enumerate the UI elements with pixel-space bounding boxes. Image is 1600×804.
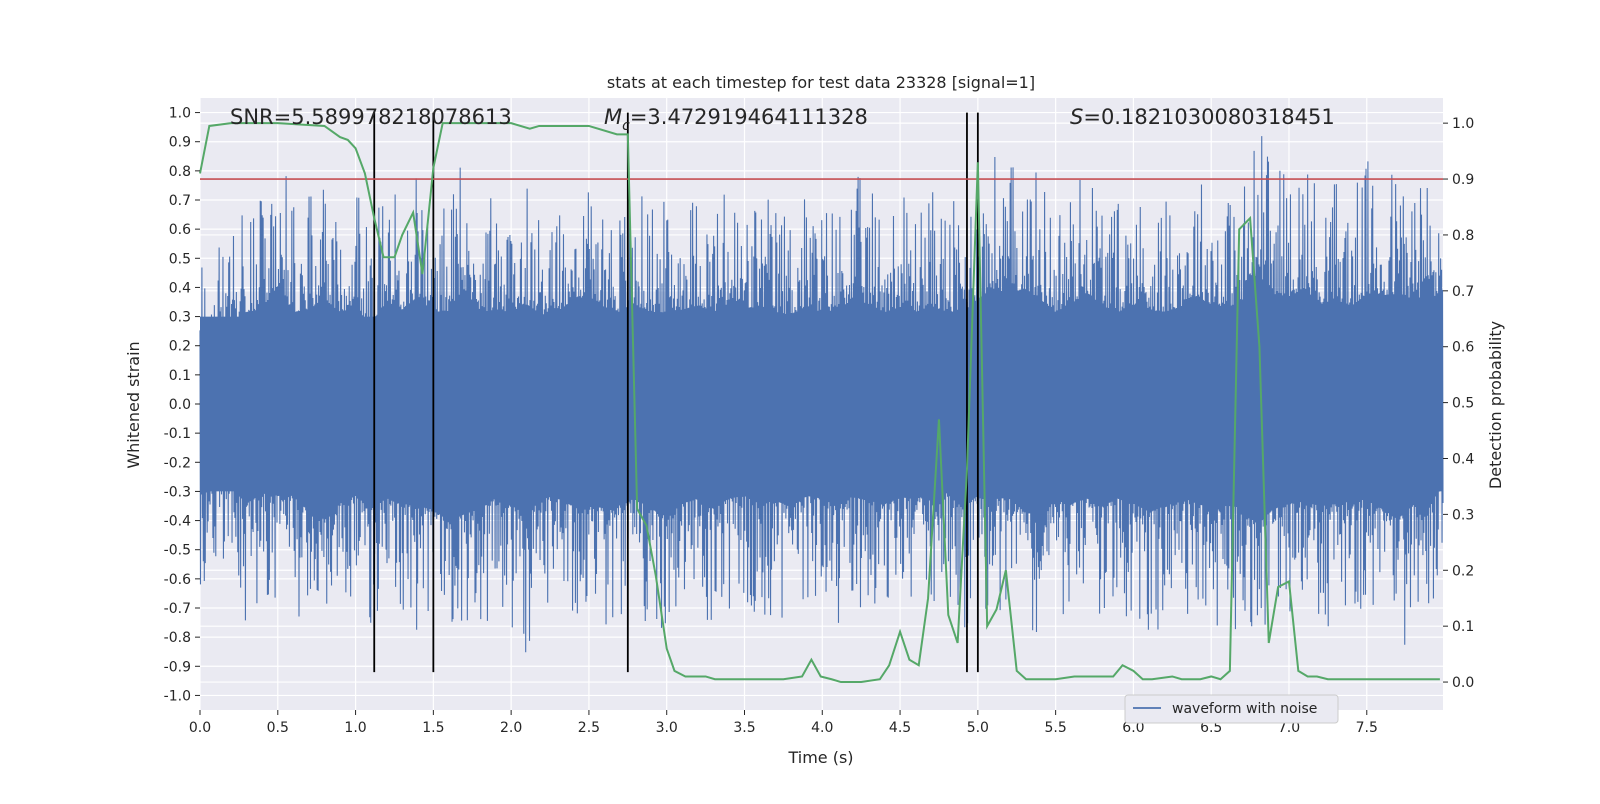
x-tick-label: 1.0 [344, 720, 366, 736]
y2-tick-label: 0.5 [1452, 396, 1474, 412]
y2-axis-label: Detection probability [1486, 321, 1505, 489]
chirp-mass-value: =3.472919464111328 [630, 105, 868, 129]
y2-tick-label: 0.2 [1452, 563, 1474, 579]
x-tick-label: 5.0 [967, 720, 989, 736]
x-tick-label: 0.5 [267, 720, 289, 736]
ticks-layer: 0.0 0.5 1.0 1.5 2.0 2.5 3.0 3.5 4.0 4.5 5.0 5.5 6.0 6… [164, 106, 1475, 736]
waveform-core-band [200, 316, 1443, 492]
x-tick-label: 4.5 [889, 720, 911, 736]
detection-probability-line [199, 122, 1440, 684]
chart-title: stats at each timestep for test data 233… [607, 73, 1035, 92]
y2-tick-label: 0.8 [1452, 228, 1474, 244]
y2-tick-label: 1.0 [1452, 116, 1474, 132]
y-tick-label: 0.4 [169, 280, 191, 296]
y-tick-label: -1.0 [164, 688, 191, 704]
y-axis-label: Whitened strain [124, 341, 143, 468]
y2-tick-label: 0.0 [1452, 675, 1474, 691]
x-tick-label: 2.0 [500, 720, 522, 736]
snr-annotation: SNR=5.589978218078613 [230, 105, 512, 129]
chirp-mass-annotation: Mc=3.472919464111328 [604, 105, 868, 134]
y-tick-label: 0.7 [169, 193, 191, 209]
x-tick-label: 0.0 [189, 720, 211, 736]
y-tick-label: -0.7 [164, 601, 191, 617]
s-value: =0.1821030080318451 [1083, 105, 1334, 129]
y2-tick-label: 0.7 [1452, 284, 1474, 300]
y-tick-label: -0.9 [164, 659, 191, 675]
x-tick-label: 2.5 [578, 720, 600, 736]
y-tick-label: -0.3 [164, 484, 191, 500]
y2-tick-label: 0.3 [1452, 507, 1474, 523]
x-tick-label: 6.5 [1200, 720, 1222, 736]
y-tick-label: 0.2 [169, 339, 191, 355]
x-tick-label: 3.0 [656, 720, 678, 736]
legend: waveform with noise [1124, 694, 1339, 724]
x-tick-label: 7.0 [1278, 720, 1300, 736]
y-tick-label: 0.5 [169, 251, 191, 267]
y-tick-label: 1.0 [169, 106, 191, 122]
x-tick-label: 5.5 [1044, 720, 1066, 736]
x-tick-label: 4.0 [811, 720, 833, 736]
x-tick-label: 1.5 [422, 720, 444, 736]
y-tick-label: -0.4 [164, 514, 191, 530]
x-tick-label: 3.5 [733, 720, 755, 736]
y-tick-label: 0.3 [169, 310, 191, 326]
y2-tick-label: 0.4 [1452, 451, 1474, 467]
y-tick-label: -0.2 [164, 455, 191, 471]
y-tick-label: -0.6 [164, 572, 191, 588]
legend-box [1124, 694, 1339, 724]
y-tick-label: 0.8 [169, 164, 191, 180]
y-tick-label: -0.5 [164, 543, 191, 559]
y2-tick-label: 0.9 [1452, 172, 1474, 188]
x-tick-label: 7.5 [1356, 720, 1378, 736]
chirp-mass-subscript: c [622, 118, 630, 134]
probability-layer [199, 122, 1440, 684]
y-tick-label: 0.9 [169, 135, 191, 151]
y-tick-label: 0.1 [169, 368, 191, 384]
x-axis-label: Time (s) [787, 748, 853, 767]
y-tick-label: -0.8 [164, 630, 191, 646]
s-annotation: S=0.1821030080318451 [1070, 105, 1335, 129]
chirp-mass-symbol: M [604, 105, 622, 129]
y-tick-label: -0.1 [164, 426, 191, 442]
x-tick-label: 6.0 [1122, 720, 1144, 736]
y2-tick-label: 0.1 [1452, 619, 1474, 635]
y-tick-label: 0.0 [169, 397, 191, 413]
y-tick-label: 0.6 [169, 222, 191, 238]
y2-tick-label: 0.6 [1452, 340, 1474, 356]
s-symbol: S [1070, 105, 1083, 129]
legend-label-waveform: waveform with noise [1172, 701, 1317, 717]
